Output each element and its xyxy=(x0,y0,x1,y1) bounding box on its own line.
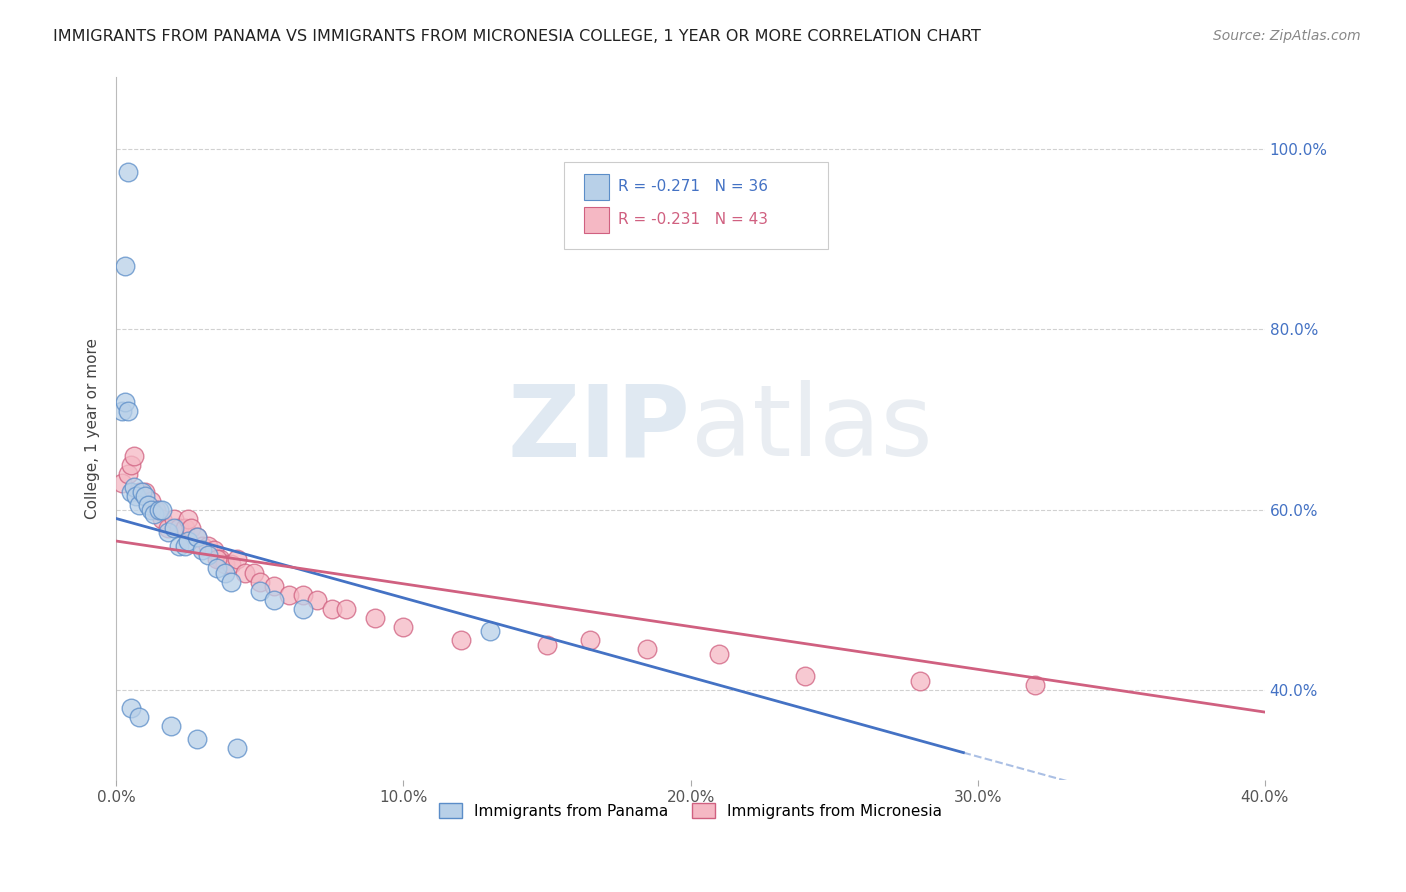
Point xyxy=(249,583,271,598)
Point xyxy=(321,601,343,615)
Point xyxy=(219,557,242,571)
Point xyxy=(117,165,139,179)
Point xyxy=(208,552,231,566)
Bar xyxy=(583,174,609,201)
Point xyxy=(142,507,165,521)
Point xyxy=(249,574,271,589)
Point xyxy=(180,520,202,534)
Point xyxy=(136,498,159,512)
Point xyxy=(579,633,602,648)
Point xyxy=(169,539,191,553)
Y-axis label: College, 1 year or more: College, 1 year or more xyxy=(86,338,100,519)
Point xyxy=(235,566,257,580)
Point xyxy=(450,633,472,648)
Point xyxy=(197,539,219,553)
Point xyxy=(131,484,153,499)
FancyBboxPatch shape xyxy=(564,161,828,250)
Text: Source: ZipAtlas.com: Source: ZipAtlas.com xyxy=(1213,29,1361,43)
Point xyxy=(1024,678,1046,692)
Point xyxy=(163,511,186,525)
Point xyxy=(139,493,162,508)
Text: atlas: atlas xyxy=(690,380,932,477)
Point xyxy=(128,484,150,499)
Point xyxy=(128,709,150,723)
Point xyxy=(191,543,214,558)
Point xyxy=(536,638,558,652)
Point xyxy=(263,592,285,607)
Point xyxy=(214,557,236,571)
Point xyxy=(122,449,145,463)
Point xyxy=(277,588,299,602)
Point xyxy=(150,502,173,516)
Point xyxy=(156,524,179,539)
Point xyxy=(202,543,225,558)
Point xyxy=(225,741,247,756)
Point xyxy=(125,489,148,503)
Point xyxy=(134,484,156,499)
Point xyxy=(120,484,142,499)
Point xyxy=(197,548,219,562)
Point xyxy=(139,502,162,516)
Point xyxy=(177,534,200,549)
Text: R = -0.271   N = 36: R = -0.271 N = 36 xyxy=(619,179,768,194)
Text: IMMIGRANTS FROM PANAMA VS IMMIGRANTS FROM MICRONESIA COLLEGE, 1 YEAR OR MORE COR: IMMIGRANTS FROM PANAMA VS IMMIGRANTS FRO… xyxy=(53,29,981,44)
Point xyxy=(186,530,208,544)
Point xyxy=(156,520,179,534)
Point xyxy=(205,552,228,566)
Point xyxy=(263,579,285,593)
Point xyxy=(205,561,228,575)
Point xyxy=(191,539,214,553)
Point xyxy=(637,642,659,657)
Point xyxy=(186,530,208,544)
Point xyxy=(478,624,501,638)
Point xyxy=(291,601,314,615)
Point xyxy=(160,718,183,732)
Point xyxy=(709,647,731,661)
Point xyxy=(148,502,170,516)
Point xyxy=(169,520,191,534)
Point xyxy=(214,566,236,580)
Point xyxy=(392,619,415,633)
Point xyxy=(128,498,150,512)
Point xyxy=(117,467,139,481)
Text: R = -0.231   N = 43: R = -0.231 N = 43 xyxy=(619,212,768,227)
Point xyxy=(219,574,242,589)
Point xyxy=(117,403,139,417)
Point xyxy=(307,592,329,607)
Text: ZIP: ZIP xyxy=(508,380,690,477)
Point xyxy=(177,511,200,525)
Point xyxy=(186,732,208,747)
Point xyxy=(150,511,173,525)
Point xyxy=(111,475,134,490)
Point xyxy=(225,552,247,566)
Point xyxy=(174,520,197,534)
Point xyxy=(364,610,387,624)
Point xyxy=(111,403,134,417)
Point xyxy=(291,588,314,602)
Point xyxy=(335,601,357,615)
Point xyxy=(243,566,266,580)
Point xyxy=(163,520,186,534)
Point xyxy=(910,673,932,688)
Point xyxy=(174,539,197,553)
Point xyxy=(120,458,142,472)
Point xyxy=(145,502,167,516)
Point xyxy=(114,394,136,409)
Point xyxy=(134,489,156,503)
Point xyxy=(794,669,817,683)
Bar xyxy=(583,207,609,234)
Point xyxy=(114,260,136,274)
Point xyxy=(122,480,145,494)
Point xyxy=(120,700,142,714)
Legend: Immigrants from Panama, Immigrants from Micronesia: Immigrants from Panama, Immigrants from … xyxy=(433,797,948,824)
